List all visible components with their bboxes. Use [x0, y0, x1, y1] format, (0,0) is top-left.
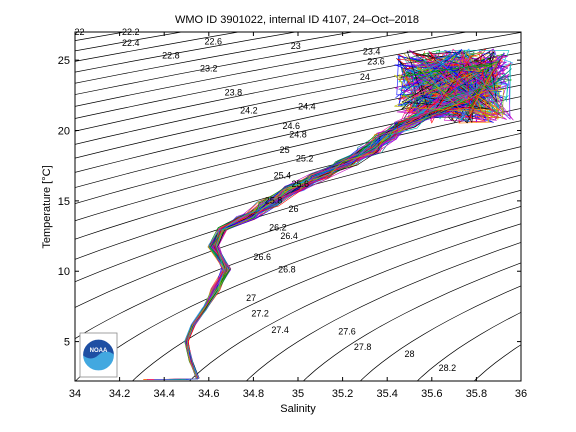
isopycnal-line — [75, 42, 521, 132]
isopycnal-line — [131, 206, 521, 381]
y-tick-label: 20 — [58, 126, 70, 138]
profile-trace — [186, 59, 499, 379]
isopycnal-label: 25.4 — [274, 170, 292, 180]
isopycnal-label: 27.6 — [338, 327, 356, 337]
isopycnal-label: 27.8 — [354, 342, 372, 352]
noaa-logo-text: NOAA — [90, 348, 108, 354]
isopycnal-line — [75, 133, 521, 260]
profile-trace — [185, 50, 514, 379]
profile-lines — [143, 48, 514, 380]
isopycnal-line — [75, 160, 521, 308]
isopycnal-label: 23.4 — [363, 47, 381, 57]
profile-trace — [184, 51, 500, 379]
isopycnal-label: 28.2 — [439, 363, 457, 373]
isopycnal-label: 25.8 — [265, 196, 283, 206]
y-tick-label: 5 — [64, 337, 70, 349]
isopycnal-line — [75, 32, 412, 95]
isopycnal-label: 24 — [360, 72, 370, 82]
isopycnal-line — [188, 223, 521, 381]
x-axis: 34 34.2 34.4 34.6 34.8 35 35.2 35.4 35.6 35.8 36 — [69, 32, 527, 400]
isopycnal-label: 27.2 — [251, 308, 269, 318]
isopycnal-label: 26.8 — [278, 265, 296, 275]
isopycnal-label: 24.4 — [298, 101, 316, 111]
y-axis-label: Temperature [°C] — [41, 165, 53, 248]
y-tick-label: 25 — [58, 55, 70, 67]
profile-trace — [185, 61, 500, 379]
isopycnal-line — [416, 311, 521, 381]
x-tick-label: 34.8 — [243, 388, 264, 400]
isopycnal-label: 26.4 — [280, 231, 298, 241]
isopycnal-label: 25.2 — [296, 153, 314, 163]
x-tick-label: 35.8 — [466, 388, 487, 400]
x-axis-label: Salinity — [280, 403, 316, 415]
isopycnal-label: 26 — [289, 204, 299, 214]
isopycnal-line — [75, 174, 521, 340]
isopycnal-line — [75, 32, 521, 119]
isopycnal-line — [75, 120, 521, 240]
isopycnal-label: 23.8 — [225, 87, 243, 97]
isopycnal-label: 26.2 — [269, 222, 287, 232]
x-tick-label: 34.4 — [153, 388, 174, 400]
isopycnal-label: 27 — [246, 293, 256, 303]
isopycnal-label: 23.6 — [367, 56, 385, 66]
isopycnal-line — [75, 52, 521, 145]
isopycnal-label: 22.6 — [204, 37, 222, 47]
isopycnal-line — [75, 84, 521, 188]
x-tick-label: 35.4 — [376, 388, 397, 400]
y-tick-label: 10 — [58, 266, 70, 278]
isopycnal-label: 26.6 — [254, 252, 272, 262]
profile-trace — [187, 53, 504, 379]
isopycnal-line — [75, 62, 521, 159]
isopycnal-label: 23 — [291, 41, 301, 51]
isopycnal-line — [75, 32, 469, 107]
isopycnal-label: 24.2 — [240, 106, 258, 116]
isopycnal-label: 23.2 — [200, 63, 218, 73]
x-tick-label: 35 — [292, 388, 304, 400]
isopycnal-label: 24.6 — [283, 121, 301, 131]
isopycnal-label: 27.4 — [271, 325, 289, 335]
y-axis: 5 10 15 20 25 — [58, 55, 521, 349]
isopycnal-line — [302, 262, 521, 381]
isopycnal-label: 24.8 — [289, 130, 307, 140]
x-tick-label: 36 — [515, 388, 527, 400]
x-tick-label: 35.6 — [421, 388, 442, 400]
isopycnal-line — [473, 344, 521, 381]
x-tick-label: 34.6 — [198, 388, 219, 400]
x-tick-label: 34.2 — [109, 388, 130, 400]
x-tick-label: 35.2 — [332, 388, 353, 400]
noaa-logo: NOAA — [79, 332, 118, 378]
y-tick-label: 15 — [58, 196, 70, 208]
isopycnal-label: 22.4 — [122, 38, 140, 48]
isopycnal-label: 25.6 — [291, 179, 309, 189]
isopycnal-line — [245, 242, 521, 381]
chart-title: WMO ID 3901022, internal ID 4107, 24–Oct… — [175, 14, 419, 26]
isopycnal-label: 25 — [280, 145, 290, 155]
isopycnal-labels: 22 22.222.4 22.622.82323.223.423.623.82424… — [74, 27, 456, 373]
x-tick-label: 34 — [69, 388, 81, 400]
isopycnal-line — [359, 285, 521, 381]
isopycnal-label: 28 — [404, 349, 414, 359]
isopycnal-label: 22.8 — [162, 51, 180, 61]
